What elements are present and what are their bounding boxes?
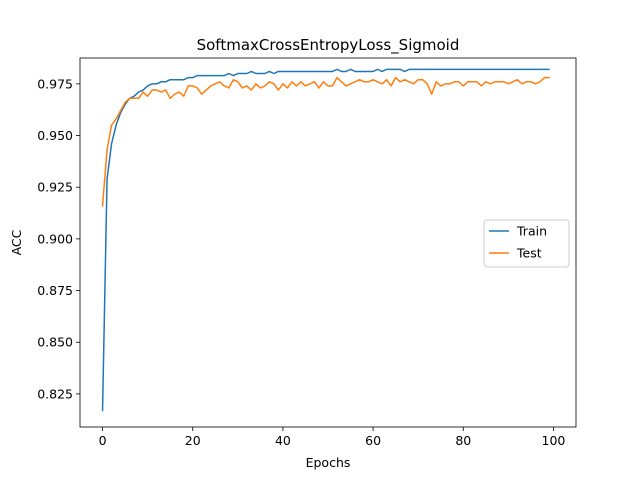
y-tick-label: 0.900	[37, 231, 73, 246]
y-axis-label: ACC	[9, 229, 24, 255]
y-tick-label: 0.875	[37, 283, 73, 298]
y-tick-label: 0.925	[37, 180, 73, 195]
x-tick-label: 60	[365, 433, 381, 448]
legend: Train Test	[483, 219, 570, 268]
plot-frame	[79, 57, 577, 428]
x-axis-ticks: 0 20 40 60 80 100	[99, 427, 566, 448]
plot-lines	[101, 68, 550, 412]
x-tick-label: 20	[185, 433, 201, 448]
legend-label-train: Train	[516, 224, 547, 239]
y-tick-label: 0.825	[37, 386, 73, 401]
y-tick-label: 0.950	[37, 128, 73, 143]
legend-label-test: Test	[516, 246, 542, 261]
x-tick-label: 100	[542, 433, 566, 448]
y-axis-ticks: 0.825 0.850 0.875 0.900 0.925 0.950 0.975	[37, 76, 80, 401]
x-tick-label: 80	[455, 433, 471, 448]
x-axis-label: Epochs	[306, 455, 351, 470]
y-tick-label: 0.850	[37, 335, 73, 350]
y-tick-label: 0.975	[37, 76, 73, 91]
series-line-test	[101, 76, 550, 207]
chart-title: SoftmaxCrossEntropyLoss_Sigmoid	[197, 36, 460, 55]
series-line-train	[101, 68, 550, 412]
x-tick-label: 0	[99, 433, 107, 448]
x-tick-label: 40	[275, 433, 291, 448]
